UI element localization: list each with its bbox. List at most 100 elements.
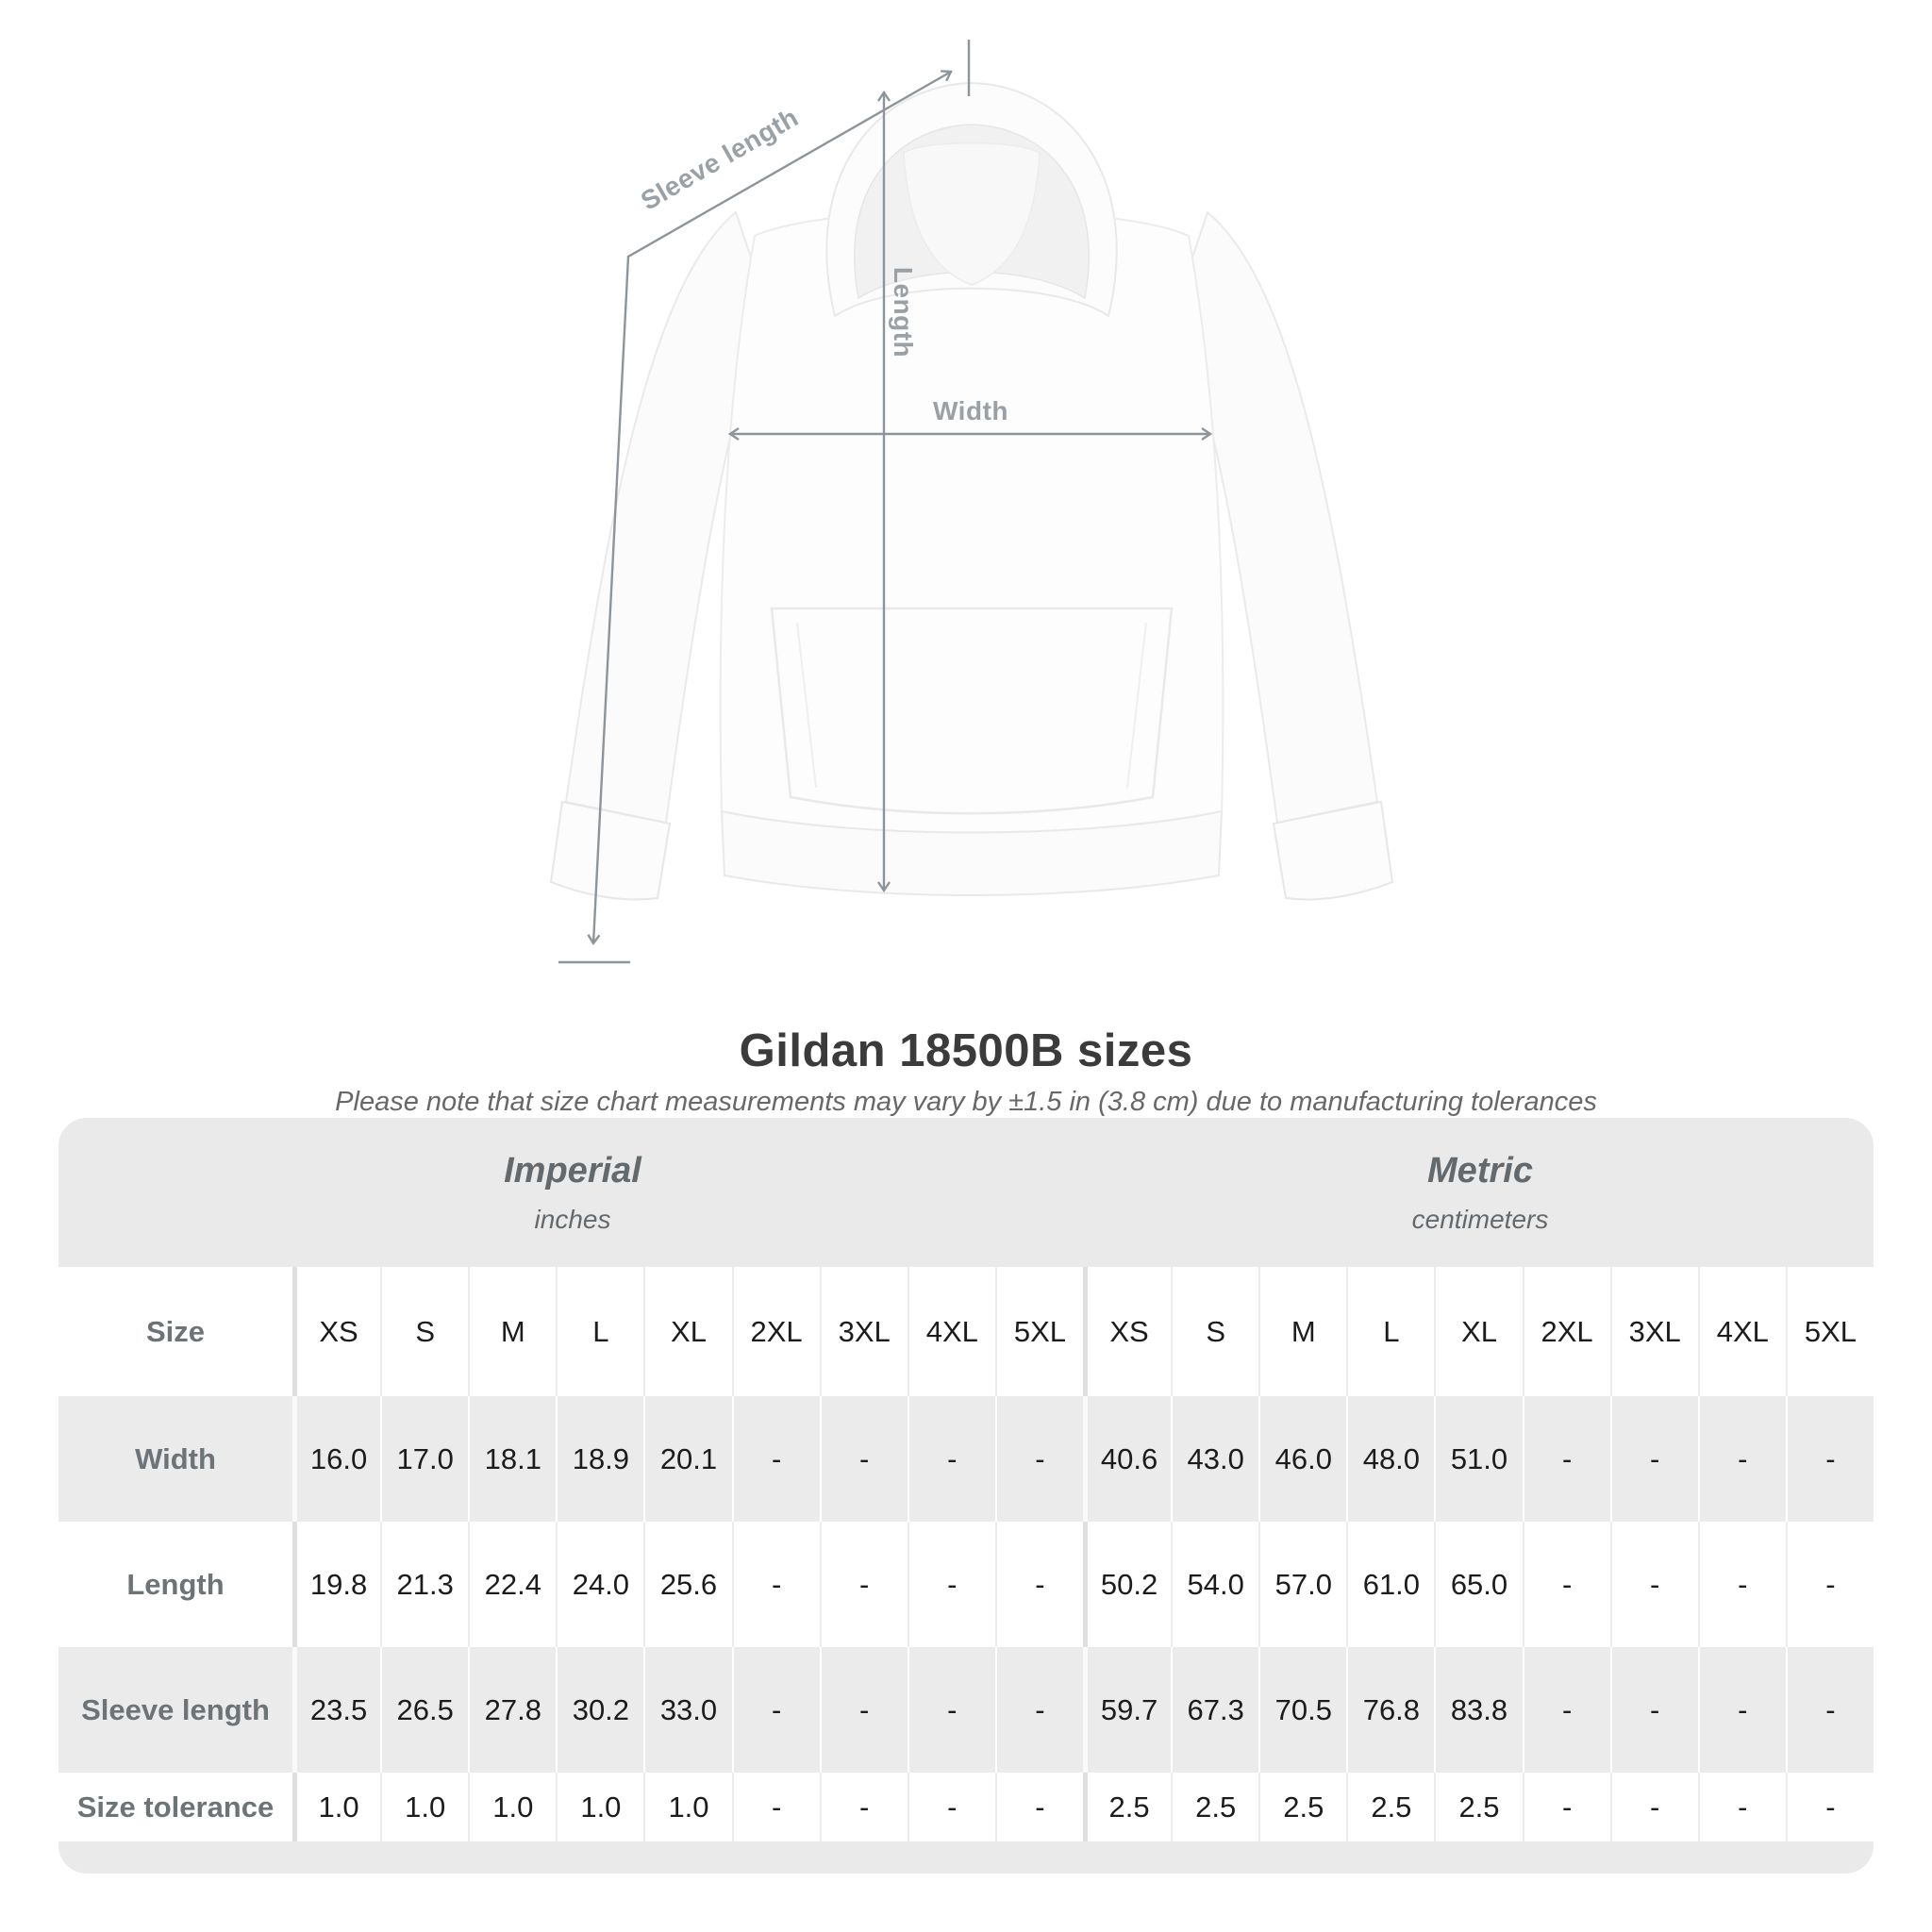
table-row: Sleeve length 23.5 26.5 27.8 30.2 33.0- - - -59.… — [58, 1647, 1874, 1773]
value-cell: 54.0 — [1171, 1522, 1258, 1647]
value-cell: - — [994, 1647, 1083, 1773]
value-cell: - — [1697, 1647, 1786, 1773]
value-cell: - — [907, 1647, 995, 1773]
value-cell: 59.7 — [1083, 1647, 1171, 1773]
value-cell: 61.0 — [1346, 1522, 1434, 1647]
value-cell: 40.6 — [1083, 1396, 1171, 1522]
size-header-cell: 4XL — [1697, 1267, 1786, 1396]
value-cell: 25.6 — [643, 1522, 731, 1647]
value-cell: - — [1609, 1773, 1698, 1841]
tolerance-note: Please note that size chart measurements… — [335, 1087, 1597, 1117]
value-cell: - — [1785, 1773, 1874, 1841]
value-cell: 21.3 — [380, 1522, 468, 1647]
value-cell: - — [1609, 1396, 1698, 1522]
value-cell: 1.0 — [380, 1773, 468, 1841]
value-cell: 43.0 — [1171, 1396, 1258, 1522]
value-cell: 18.1 — [468, 1396, 556, 1522]
value-cell: 27.8 — [468, 1647, 556, 1773]
metric-group-name: Metric — [1427, 1150, 1533, 1191]
size-header-cell: XL — [643, 1267, 731, 1396]
value-cell: 1.0 — [556, 1773, 643, 1841]
size-column-header: Size — [145, 1314, 206, 1348]
value-cell: - — [1697, 1773, 1786, 1841]
size-table: Imperial inches Metric centimeters Size X… — [58, 1118, 1874, 1874]
value-cell: - — [1522, 1647, 1610, 1773]
size-header-cell: 4XL — [907, 1267, 995, 1396]
value-cell: - — [994, 1773, 1083, 1841]
value-cell: - — [1609, 1522, 1698, 1647]
size-header-cell: 2XL — [731, 1267, 820, 1396]
size-header-cell: S — [1171, 1267, 1258, 1396]
value-cell: 1.0 — [643, 1773, 731, 1841]
table-footer-strip — [58, 1841, 1874, 1874]
value-cell: 65.0 — [1434, 1522, 1522, 1647]
imperial-group-unit: inches — [534, 1204, 611, 1234]
value-cell: 33.0 — [643, 1647, 731, 1773]
value-cell: 2.5 — [1258, 1773, 1346, 1841]
value-cell: 18.9 — [556, 1396, 643, 1522]
value-cell: 70.5 — [1258, 1647, 1346, 1773]
row-label: Width — [135, 1441, 216, 1475]
size-header-cell: XS — [1083, 1267, 1171, 1396]
value-cell: 30.2 — [556, 1647, 643, 1773]
value-cell: - — [1522, 1396, 1610, 1522]
size-header-cell: M — [1258, 1267, 1346, 1396]
table-row: Size tolerance 1.0 1.0 1.0 1.0 1.0- - - -2.5 2.5 2… — [58, 1773, 1874, 1841]
size-header-cell: M — [468, 1267, 556, 1396]
size-header-cell: S — [380, 1267, 468, 1396]
value-cell: - — [1522, 1522, 1610, 1647]
value-cell: 17.0 — [380, 1396, 468, 1522]
value-cell: - — [819, 1647, 908, 1773]
value-cell: 19.8 — [292, 1522, 380, 1647]
hoodie-measurement-diagram: Sleeve length Length Width — [549, 40, 1394, 964]
value-cell: - — [907, 1396, 995, 1522]
value-cell: 51.0 — [1434, 1396, 1522, 1522]
value-cell: - — [994, 1522, 1083, 1647]
value-cell: - — [731, 1773, 820, 1841]
value-cell: - — [731, 1522, 820, 1647]
size-table-body: Size XS S M L XL 2XL 3XL 4XL 5XL XS S M L XL 2XL 3XL 4XL 5… — [58, 1267, 1874, 1841]
imperial-group-name: Imperial — [504, 1150, 641, 1191]
value-cell: - — [1785, 1522, 1874, 1647]
size-header-cell: L — [1346, 1267, 1434, 1396]
value-cell: - — [819, 1396, 908, 1522]
value-cell: 2.5 — [1346, 1773, 1434, 1841]
value-cell: - — [907, 1773, 995, 1841]
value-cell: 26.5 — [380, 1647, 468, 1773]
value-cell: - — [1522, 1773, 1610, 1841]
value-cell: - — [907, 1522, 995, 1647]
value-cell: - — [819, 1773, 908, 1841]
metric-group-unit: centimeters — [1411, 1204, 1549, 1234]
value-cell: - — [1697, 1396, 1786, 1522]
value-cell: 57.0 — [1258, 1522, 1346, 1647]
value-cell: - — [1785, 1647, 1874, 1773]
value-cell: 23.5 — [292, 1647, 380, 1773]
size-header-cell: L — [556, 1267, 643, 1396]
value-cell: - — [731, 1396, 820, 1522]
row-label: Sleeve length — [81, 1692, 270, 1726]
imperial-group-header: Imperial inches — [58, 1118, 1087, 1267]
unit-group-header-band: Imperial inches Metric centimeters — [58, 1118, 1874, 1267]
value-cell: 20.1 — [643, 1396, 731, 1522]
row-label: Size tolerance — [76, 1790, 275, 1824]
value-cell: 48.0 — [1346, 1396, 1434, 1522]
value-cell: 50.2 — [1083, 1522, 1171, 1647]
size-header-cell: 5XL — [1785, 1267, 1874, 1396]
value-cell: - — [819, 1522, 908, 1647]
value-cell: - — [1785, 1396, 1874, 1522]
size-header-cell: XS — [292, 1267, 380, 1396]
value-cell: 2.5 — [1434, 1773, 1522, 1841]
size-header-cell: 5XL — [994, 1267, 1083, 1396]
hoodie-artwork — [549, 81, 1394, 901]
value-cell: 1.0 — [292, 1773, 380, 1841]
size-header-cell: 3XL — [819, 1267, 908, 1396]
size-header-cell: 2XL — [1522, 1267, 1610, 1396]
metric-group-header: Metric centimeters — [1087, 1118, 1874, 1267]
value-cell: 67.3 — [1171, 1647, 1258, 1773]
value-cell: 2.5 — [1171, 1773, 1258, 1841]
value-cell: 46.0 — [1258, 1396, 1346, 1522]
value-cell: - — [1697, 1522, 1786, 1647]
hoodie-image — [549, 40, 1394, 964]
size-header-cell: XL — [1434, 1267, 1522, 1396]
sleeve-length-arrow — [587, 70, 953, 946]
